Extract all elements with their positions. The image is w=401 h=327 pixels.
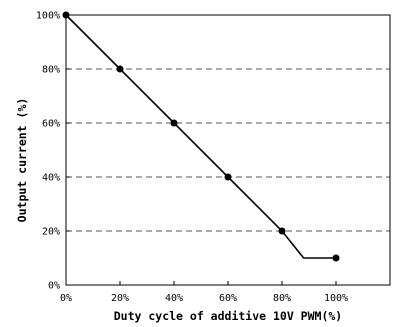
plot-frame [65,14,391,286]
series [62,11,340,262]
y-axis-label: Output current (%) [15,98,29,223]
x-tick-label: 80% [273,293,291,304]
y-tick-label: 100% [36,11,60,22]
axis-ticks: 0% 20% 40% 60% 80% 100% 0% 20% 40% 60% 80% 100% [36,11,348,305]
x-tick-label: 20% [111,293,129,304]
x-tick-label: 100% [324,293,348,304]
data-point [332,254,340,262]
data-point [278,227,286,235]
x-tick-label: 60% [219,293,237,304]
y-tick-label: 40% [42,173,60,184]
data-point [170,119,178,127]
series-line [65,14,336,259]
x-tick-label: 0% [60,293,72,304]
y-tick-label: 80% [42,65,60,76]
data-point [116,65,124,73]
y-tick-label: 20% [42,227,60,238]
x-axis-label: Duty cycle of additive 10V PWM(%) [114,309,342,323]
data-point [62,11,70,19]
data-point [224,173,232,181]
y-tick-label: 60% [42,119,60,130]
x-tick-label: 40% [165,293,183,304]
y-tick-label: 0% [48,281,60,292]
grid-lines [66,68,390,232]
